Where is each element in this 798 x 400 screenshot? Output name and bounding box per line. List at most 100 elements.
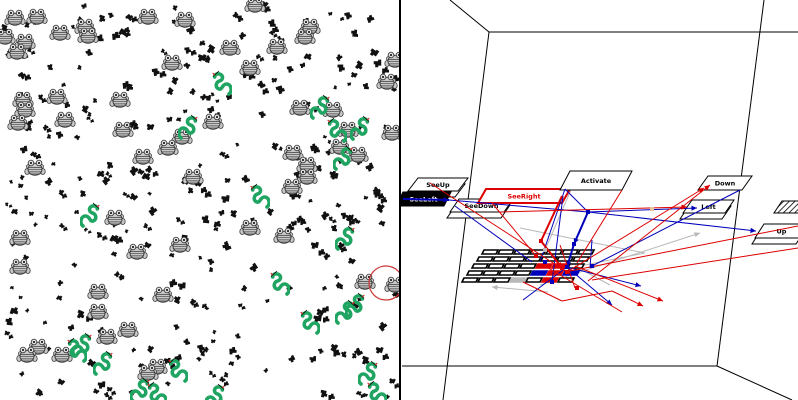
- fly-sprite[interactable]: [173, 324, 180, 331]
- fly-sprite[interactable]: [235, 333, 241, 339]
- fly-sprite[interactable]: [207, 258, 215, 266]
- fly-sprite[interactable]: [211, 329, 218, 335]
- fly-sprite[interactable]: [335, 53, 344, 62]
- fly-sprite[interactable]: [76, 64, 83, 71]
- fly-sprite[interactable]: [201, 214, 210, 224]
- grid-tile[interactable]: [560, 249, 580, 255]
- fly-sprite[interactable]: [186, 187, 195, 195]
- fly-sprite[interactable]: [77, 176, 83, 182]
- frog-sprite[interactable]: [152, 286, 174, 303]
- fly-sprite[interactable]: [180, 220, 186, 225]
- fly-sprite[interactable]: [55, 131, 64, 139]
- connection-edge[interactable]: [539, 232, 701, 286]
- frog-sprite[interactable]: [112, 121, 134, 138]
- frog-sprite[interactable]: [239, 59, 261, 76]
- fly-sprite[interactable]: [124, 228, 130, 234]
- fly-sprite[interactable]: [351, 353, 358, 360]
- fly-sprite[interactable]: [334, 201, 342, 209]
- fly-sprite[interactable]: [108, 12, 114, 19]
- snake-sprite[interactable]: [168, 357, 188, 383]
- frog-sprite[interactable]: [54, 111, 76, 128]
- fly-sprite[interactable]: [142, 240, 152, 250]
- fly-sprite[interactable]: [215, 99, 220, 103]
- fly-sprite[interactable]: [240, 174, 251, 184]
- fly-sprite[interactable]: [88, 230, 92, 234]
- fly-sprite[interactable]: [322, 285, 328, 291]
- frog-sprite[interactable]: [182, 168, 204, 185]
- fly-sprite[interactable]: [19, 174, 26, 181]
- fly-sprite[interactable]: [206, 105, 215, 114]
- frog-sprite[interactable]: [161, 54, 183, 71]
- fly-sprite[interactable]: [138, 296, 145, 303]
- fly-sprite[interactable]: [262, 88, 269, 95]
- grid-tile[interactable]: [524, 277, 544, 283]
- fly-sprite[interactable]: [46, 128, 52, 133]
- snake-sprite[interactable]: [327, 117, 347, 143]
- fly-sprite[interactable]: [146, 344, 156, 354]
- fly-sprite[interactable]: [10, 207, 20, 216]
- frog-sprite[interactable]: [266, 38, 288, 55]
- node-marker[interactable]: [575, 286, 579, 290]
- connection-edge[interactable]: [561, 290, 613, 302]
- frog-sprite[interactable]: [174, 11, 196, 28]
- node-plate-up[interactable]: [754, 223, 798, 239]
- connection-edge[interactable]: [566, 266, 613, 306]
- node-marker[interactable]: [590, 264, 594, 268]
- connection-edge[interactable]: [591, 189, 741, 267]
- fly-sprite[interactable]: [263, 367, 269, 374]
- connection-edge[interactable]: [566, 187, 705, 273]
- fly-sprite[interactable]: [337, 64, 345, 72]
- grid-tile[interactable]: [497, 270, 517, 276]
- fly-sprite[interactable]: [151, 68, 160, 77]
- fly-sprite[interactable]: [188, 87, 197, 96]
- fly-sprite[interactable]: [91, 97, 98, 104]
- frog-sprite[interactable]: [26, 8, 48, 25]
- fly-sprite[interactable]: [380, 197, 388, 204]
- fly-sprite[interactable]: [268, 19, 276, 27]
- fly-sprite[interactable]: [330, 224, 338, 232]
- fly-sprite[interactable]: [46, 63, 54, 71]
- fly-sprite[interactable]: [85, 48, 93, 57]
- fly-sprite[interactable]: [340, 16, 345, 22]
- frog-sprite[interactable]: [376, 73, 398, 90]
- fly-sprite[interactable]: [17, 182, 24, 189]
- connection-edge[interactable]: [544, 184, 574, 251]
- fly-sprite[interactable]: [42, 320, 48, 325]
- brain-3d-canvas[interactable]: SeeUpSeeLeftSeeDownSeeRightActivateDownL…: [401, 0, 798, 400]
- grid-tile[interactable]: [480, 249, 500, 255]
- fly-sprite[interactable]: [184, 46, 192, 54]
- fly-sprite[interactable]: [50, 161, 57, 167]
- node-marker[interactable]: [539, 239, 543, 243]
- fly-sprite[interactable]: [223, 381, 229, 387]
- frog-sprite[interactable]: [24, 159, 46, 176]
- fly-sprite[interactable]: [256, 79, 266, 90]
- fly-sprite[interactable]: [275, 84, 286, 95]
- snake-sprite[interactable]: [147, 381, 167, 400]
- connection-edge[interactable]: [589, 239, 593, 269]
- fly-sprite[interactable]: [79, 190, 87, 198]
- connection-edge[interactable]: [499, 206, 688, 213]
- fly-sprite[interactable]: [221, 241, 232, 252]
- fly-sprite[interactable]: [349, 70, 358, 79]
- connection-edge[interactable]: [587, 184, 711, 282]
- fly-sprite[interactable]: [205, 43, 217, 56]
- node-plate-seeup[interactable]: [406, 177, 470, 192]
- fly-sprite[interactable]: [378, 219, 387, 228]
- fly-sprite[interactable]: [223, 176, 231, 184]
- grid-tile[interactable]: [571, 256, 591, 262]
- connection-edge[interactable]: [491, 202, 537, 257]
- fly-sprite[interactable]: [309, 355, 317, 363]
- node-marker[interactable]: [586, 210, 590, 214]
- connection-edge[interactable]: [576, 189, 623, 264]
- fly-sprite[interactable]: [96, 169, 106, 179]
- connection-edge[interactable]: [544, 265, 623, 313]
- fly-sprite[interactable]: [374, 345, 384, 355]
- frog-sprite[interactable]: [87, 303, 109, 320]
- node-marker[interactable]: [565, 270, 569, 274]
- frog-sprite[interactable]: [9, 258, 31, 275]
- fly-sprite[interactable]: [81, 3, 87, 9]
- fly-sprite[interactable]: [382, 67, 390, 74]
- fly-sprite[interactable]: [110, 250, 118, 258]
- fly-sprite[interactable]: [273, 33, 278, 38]
- frog-sprite[interactable]: [9, 229, 31, 246]
